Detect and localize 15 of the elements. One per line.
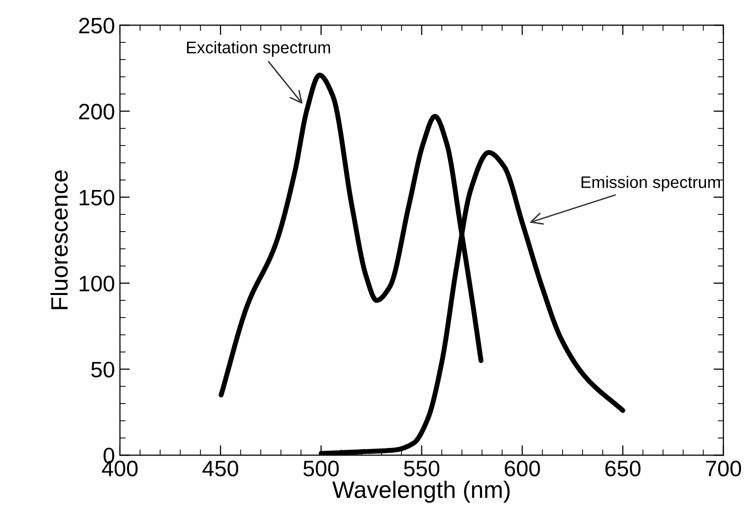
y-tick-label: 250 (79, 18, 114, 34)
x-tick-label: 650 (605, 460, 640, 476)
x-tick-label: 450 (202, 460, 238, 476)
y-tick-label: 150 (80, 190, 114, 206)
y-tick-label: 50 (91, 362, 114, 378)
y-tick-label: 100 (80, 276, 114, 292)
x-tick-label: 700 (706, 460, 742, 476)
y-tick-label: 200 (79, 104, 114, 120)
x-tick-label: 500 (303, 460, 339, 476)
annotation: Emission spectrum (582, 176, 720, 192)
y-axis-title: Fluorescence (50, 170, 68, 310)
x-tick-label: 600 (504, 460, 540, 476)
annotation: Excitation spectrum (187, 41, 330, 57)
x-tick-label: 550 (404, 460, 440, 476)
x-axis-title: Wavelength (nm) (332, 480, 510, 503)
